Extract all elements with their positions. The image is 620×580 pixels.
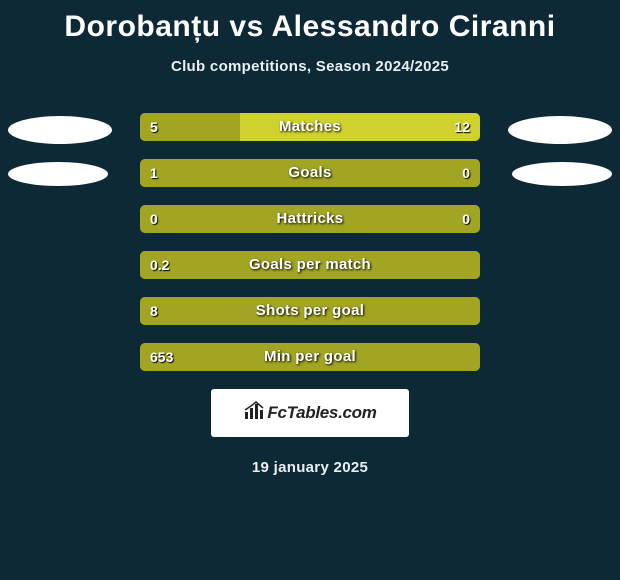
metric-row: 512Matches [0,113,620,143]
logo-box: FcTables.com [211,389,409,437]
player-avatar-right [508,116,612,144]
player-avatar-left [8,116,112,144]
player-avatar-right [512,162,612,186]
date-label: 19 january 2025 [0,459,620,476]
metric-label: Min per goal [140,343,480,371]
chart-area: 512Matches 10Goals 00Hattricks 0.2Goals per… [0,113,620,373]
metric-row: 10Goals [0,159,620,189]
metric-row: 0.2Goals per match [0,251,620,281]
page-title: Dorobanțu vs Alessandro Ciranni [0,0,620,44]
metric-row: 00Hattricks [0,205,620,235]
metric-row: 8Shots per goal [0,297,620,327]
bar-chart-icon [243,400,265,427]
metric-label: Shots per goal [140,297,480,325]
logo-text: FcTables.com [267,403,376,423]
metric-row: 653Min per goal [0,343,620,373]
subtitle: Club competitions, Season 2024/2025 [0,58,620,75]
comparison-infographic: Dorobanțu vs Alessandro Ciranni Club com… [0,0,620,580]
metric-label: Hattricks [140,205,480,233]
metric-label: Goals [140,159,480,187]
metric-label: Goals per match [140,251,480,279]
player-avatar-left [8,162,108,186]
metric-label: Matches [140,113,480,141]
